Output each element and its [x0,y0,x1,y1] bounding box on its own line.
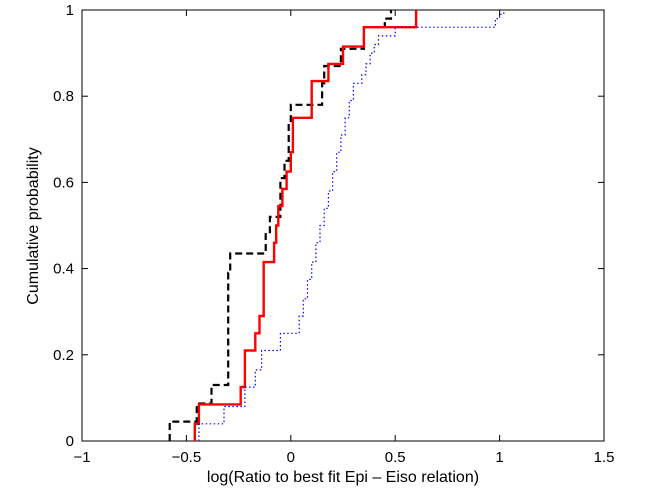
y-tick-label: 0.4 [53,261,74,278]
x-tick-label: −0.5 [172,449,202,466]
x-tick-label: 0.5 [385,449,406,466]
series-line-dotted [198,10,505,441]
y-tick-label: 0.8 [53,88,74,105]
y-tick-label: 0.6 [53,174,74,191]
x-tick-label: 1.5 [594,449,615,466]
x-axis-label: log(Ratio to best fit Epi – Eiso relatio… [207,469,479,486]
x-tick-label: 0 [287,449,295,466]
y-tick-label: 0.2 [53,347,74,364]
x-tick-label: −1 [73,449,90,466]
x-tick-label: 1 [495,449,503,466]
series-group [168,10,505,441]
y-axis-label: Cumulative probability [25,147,42,304]
series-line-solid [193,10,418,441]
plot-area [81,9,605,442]
axis-ticks: −1 −0.5 0 0.5 1 1.5 0 0.2 0.4 0.6 0.8 1 [53,2,614,466]
y-tick-label: 1 [66,2,74,19]
y-tick-label: 0 [66,433,74,450]
